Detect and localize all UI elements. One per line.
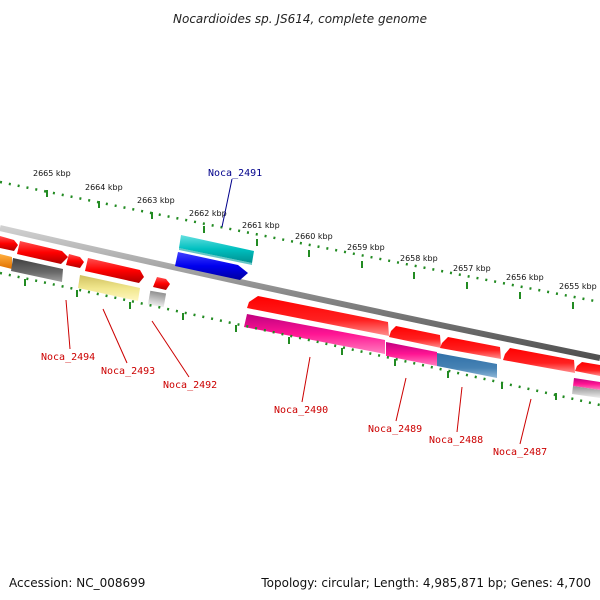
- gene-noca-2491: [179, 235, 254, 263]
- gene-arrow: [247, 296, 389, 336]
- scale-label: 2660 kbp: [295, 232, 333, 241]
- gene-arrow: [17, 241, 68, 264]
- gene-noca-2490: [244, 314, 385, 354]
- gene-label-noca-2489: Noca_2489: [368, 424, 422, 435]
- gene-block: [147, 290, 167, 308]
- gene-noca-2488: [437, 353, 497, 378]
- scale-label: 2664 kbp: [85, 183, 123, 192]
- genome-backbone: [0, 225, 600, 361]
- gene-noca-2487: [503, 348, 575, 373]
- reverse-strand-genes: [0, 254, 600, 398]
- gene-arrow: [440, 337, 501, 359]
- gene-label-noca-2490: Noca_2490: [274, 405, 328, 416]
- scale-label: 2661 kbp: [242, 221, 280, 230]
- gene-noca-2489: [386, 342, 437, 366]
- inner-major-ticks: [24, 279, 557, 400]
- label-leader-lines: [65, 178, 532, 445]
- map-title: Nocardioides sp. JS614, complete genome: [173, 12, 427, 26]
- gene-label-noca-2488: Noca_2488: [429, 435, 483, 446]
- gene-arrow: [66, 254, 84, 268]
- gene-arrow: [575, 362, 600, 376]
- gene-arrow: [153, 277, 170, 290]
- scale-label: 2655 kbp: [559, 282, 597, 291]
- topology-text: Topology: circular; Length: 4,985,871 bp…: [260, 576, 591, 590]
- gene-arrow: [85, 258, 144, 283]
- scale-labels: 2665 kbp 2664 kbp 2663 kbp 2662 kbp 2661…: [33, 169, 597, 291]
- scale-label: 2663 kbp: [137, 196, 175, 205]
- inner-scale-dots: [0, 271, 600, 407]
- gene-noca-2491-base: [179, 248, 252, 265]
- gene-arrow: [389, 326, 441, 348]
- accession-text: Accession: NC_008699: [9, 576, 145, 590]
- gene-label-noca-2491: Noca_2491: [208, 168, 262, 179]
- scale-label: 2657 kbp: [453, 264, 491, 273]
- gene-arrow: [175, 252, 248, 280]
- scale-label: 2662 kbp: [189, 209, 227, 218]
- gene-label-noca-2492: Noca_2492: [163, 380, 217, 391]
- scale-label: 2665 kbp: [33, 169, 71, 178]
- outer-major-ticks: [46, 190, 574, 309]
- gene-labels: Noca_2491 Noca_2494 Noca_2493 Noca_2492 …: [41, 168, 547, 458]
- outer-scale-dots: [0, 180, 600, 304]
- scale-label: 2659 kbp: [347, 243, 385, 252]
- scale-label: 2656 kbp: [506, 273, 544, 282]
- gene-noca-2494: [11, 258, 63, 282]
- forward-strand-genes: [0, 235, 254, 308]
- gene-arrow: [0, 254, 12, 269]
- gene-label-noca-2494: Noca_2494: [41, 352, 95, 363]
- gene-label-noca-2493: Noca_2493: [101, 366, 155, 377]
- gene-arrow: [572, 386, 600, 398]
- gene-label-noca-2487: Noca_2487: [493, 447, 547, 458]
- gene-arrow: [0, 236, 18, 251]
- scale-label: 2658 kbp: [400, 254, 438, 263]
- gene-noca-2493: [78, 275, 140, 301]
